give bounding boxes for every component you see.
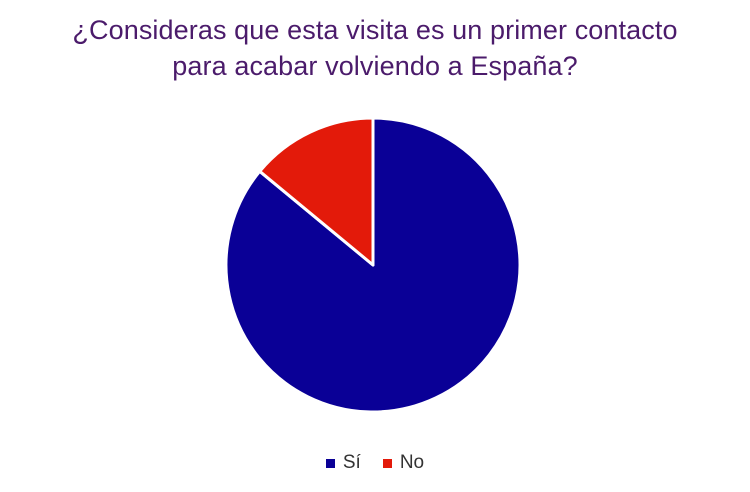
legend-item-si[interactable]: Sí: [325, 452, 361, 474]
legend-label-si: Sí: [342, 452, 361, 473]
chart-title-line-1: ¿Consideras que esta visita es un primer…: [72, 15, 678, 45]
legend-label-no: No: [399, 452, 425, 473]
legend-item-no[interactable]: No: [382, 452, 425, 474]
legend-swatch-no: [382, 458, 392, 468]
chart-title: ¿Consideras que esta visita es un primer…: [0, 12, 750, 84]
legend-swatch-si: [325, 458, 335, 468]
legend: Sí No: [0, 452, 750, 474]
pie-slice-no[interactable]: [258, 116, 375, 267]
chart-title-line-2: para acabar volviendo a España?: [172, 51, 578, 81]
